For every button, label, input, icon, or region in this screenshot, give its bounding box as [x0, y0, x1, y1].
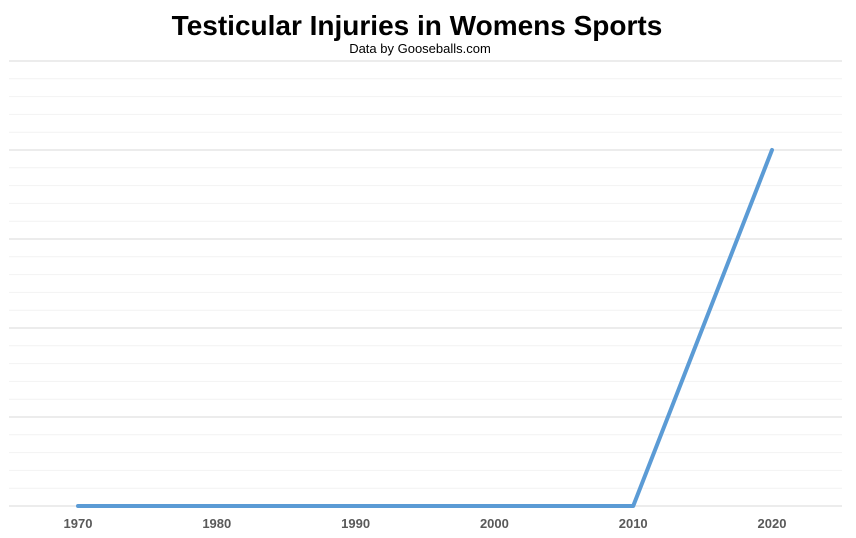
x-tick-label: 2010: [619, 516, 648, 531]
x-tick-label: 2000: [480, 516, 509, 531]
x-tick-label: 1980: [202, 516, 231, 531]
series-line: [76, 148, 774, 508]
gridlines: [9, 60, 842, 489]
x-tick-label: 2020: [758, 516, 787, 531]
chart-subtitle: Data by Gooseballs.com: [349, 41, 491, 56]
x-tick-label: 1970: [64, 516, 93, 531]
chart-title: Testicular Injuries in Womens Sports: [171, 10, 663, 41]
x-tick-label: 1990: [341, 516, 370, 531]
